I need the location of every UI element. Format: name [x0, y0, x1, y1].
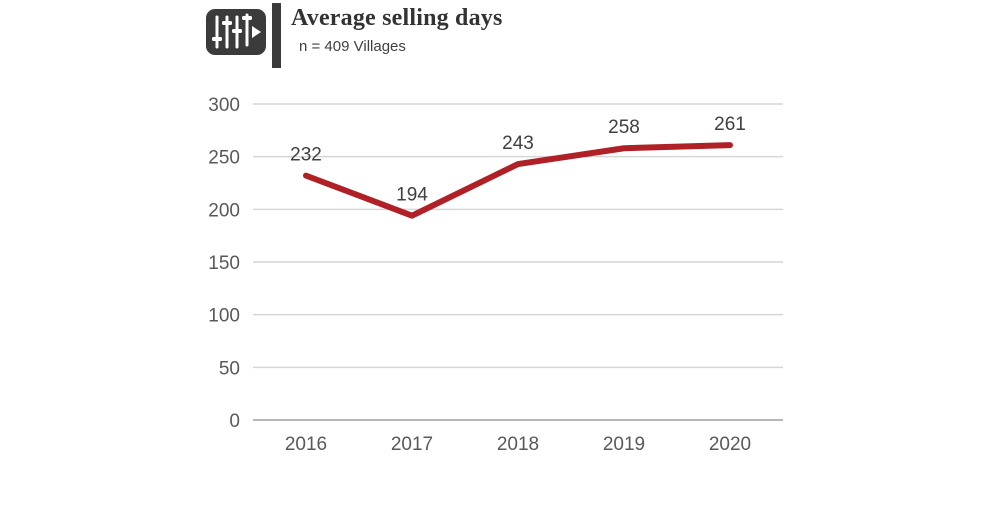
chart-title: Average selling days — [291, 5, 503, 31]
chart-subtitle: n = 409 Villages — [299, 38, 406, 56]
series-line — [303, 142, 733, 219]
data-point-label: 232 — [290, 145, 322, 166]
y-tick-label: 150 — [208, 253, 240, 274]
x-tick-label: 2017 — [391, 434, 433, 455]
x-tick-label: 2019 — [603, 434, 645, 455]
y-tick-label: 200 — [208, 200, 240, 221]
header-divider — [272, 3, 281, 68]
data-point-label: 258 — [608, 117, 640, 138]
data-point-label: 194 — [396, 185, 428, 206]
y-tick-label: 250 — [208, 148, 240, 169]
data-point-label: 243 — [502, 133, 534, 154]
x-tick-label: 2018 — [497, 434, 539, 455]
y-tick-label: 100 — [208, 306, 240, 327]
y-tick-label: 50 — [219, 358, 240, 379]
x-tick-label: 2020 — [709, 434, 751, 455]
chart-header: Average selling days n = 409 Villages — [206, 3, 503, 68]
y-tick-label: 300 — [208, 95, 240, 116]
x-tick-label: 2016 — [285, 434, 327, 455]
equalizer-play-icon — [206, 9, 266, 55]
data-point-label: 261 — [714, 114, 746, 135]
header-titles: Average selling days n = 409 Villages — [291, 3, 503, 55]
y-tick-label: 0 — [229, 411, 240, 432]
